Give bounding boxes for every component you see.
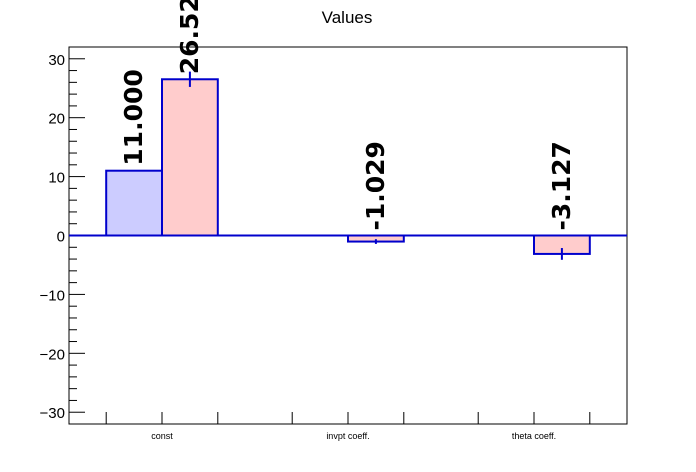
y-tick-label: 20: [48, 111, 65, 128]
y-tick-label: 10: [48, 170, 65, 187]
bar: [161, 78, 219, 237]
y-tick-label: −10: [40, 287, 65, 304]
data-label: 11.000: [119, 69, 148, 165]
y-tick-label: 0: [57, 229, 65, 246]
y-tick-label: −20: [40, 346, 65, 363]
data-label: -3.127: [547, 141, 576, 230]
error-bars: [188, 71, 563, 260]
x-axis: const invpt coeff. theta coeff.: [105, 412, 591, 441]
bar: [105, 169, 163, 237]
data-label: -1.029: [361, 141, 390, 230]
x-category-label: theta coeff.: [512, 431, 556, 441]
data-label: 26.522: [175, 0, 204, 74]
x-category-label: invpt coeff.: [326, 431, 369, 441]
x-category-label: const: [151, 431, 173, 441]
chart-title: Values: [322, 8, 373, 27]
y-tick-label: −30: [40, 405, 65, 422]
bars: [105, 78, 591, 255]
y-axis: −30 −20 −10 0 10 20 30: [40, 52, 85, 422]
data-labels: 11.000 26.522 -1.029 -3.127: [119, 0, 576, 231]
y-tick-label: 30: [48, 52, 65, 69]
